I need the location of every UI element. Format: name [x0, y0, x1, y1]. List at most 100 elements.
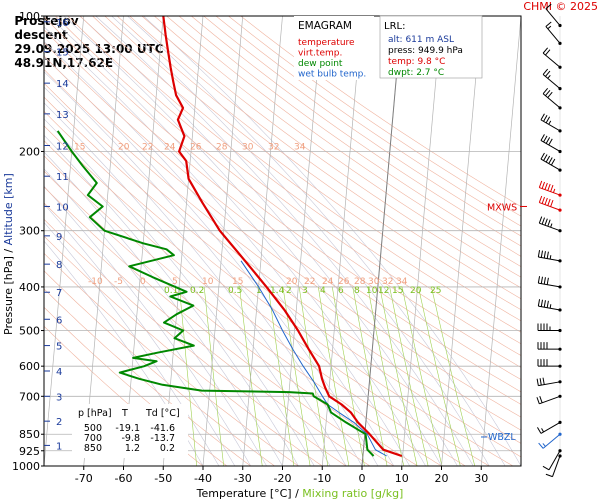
table-header: T [121, 408, 128, 419]
wind-barb-flag [548, 157, 553, 164]
wind-barb-halfflag [541, 428, 544, 433]
mixing-ratio-label: 0.5 [228, 286, 242, 296]
wind-barb-flag [546, 277, 549, 285]
wind-barb-flag [540, 134, 545, 141]
temperature-tick-label: 0 [359, 472, 366, 485]
wind-barb-flag [543, 115, 548, 122]
wind-barb-flag [541, 181, 546, 189]
wind-barb-dot [558, 149, 562, 154]
wind-barb-dot [558, 41, 562, 45]
pressure-tick-label: 700 [19, 390, 40, 403]
temperature-tick-label: -30 [234, 472, 252, 485]
lrl-altitude: alt: 611 m ASL [388, 35, 454, 45]
dry-adiabat [44, 42, 521, 405]
legend-title: EMAGRAM [298, 20, 352, 32]
lrl-dewpoint: dwpt: 2.7 °C [388, 68, 444, 78]
dry-adiabat [141, 16, 521, 289]
series-temperature [162, 16, 403, 458]
wind-barb [538, 195, 562, 212]
wind-barb-flag [536, 397, 540, 404]
temperature-axis-title: Temperature [°C] [196, 487, 292, 500]
wind-barb-dot [558, 364, 562, 368]
wind-barb-flag [543, 300, 546, 308]
wind-barb-flag [545, 473, 553, 478]
mixing-ratio-line [418, 286, 461, 466]
axis-title-separator: / [2, 245, 15, 256]
altitude-tick-label: 14 [56, 79, 69, 90]
altitude-tick-label: 16 [56, 18, 69, 29]
temperature-tick-label: -10 [313, 472, 331, 485]
adiabat-label: -5 [114, 277, 123, 287]
wind-barb-dot [558, 394, 562, 398]
dry-adiabat [44, 96, 521, 458]
wind-barb-dot [558, 380, 562, 384]
isotherm [202, 16, 244, 466]
wind-barb [536, 377, 562, 387]
altitude-tick-label: 5 [56, 342, 62, 353]
altitude-tick-label: 2 [56, 417, 62, 428]
dry-adiabat [44, 55, 521, 418]
adiabat-label: -10 [88, 277, 103, 287]
adiabat-label: 26 [338, 277, 350, 287]
lrl-temperature: temp: 9.8 °C [388, 57, 445, 67]
pressure-tick-label: 925 [19, 445, 40, 458]
wind-barb-flag [544, 197, 548, 205]
wind-barb-flag [545, 137, 551, 144]
adiabat-label: 5 [172, 277, 178, 287]
wind-barb-flag [539, 396, 543, 403]
wind-barb-shaft [540, 158, 561, 171]
mixing-ratio-label: 2 [286, 286, 292, 296]
mixing-ratio-label: 3 [302, 286, 308, 296]
wind-barb-halfflag [549, 255, 552, 260]
wind-barb-flag [550, 199, 554, 207]
adiabat-label: 15 [232, 277, 243, 287]
dry-adiabat [44, 16, 521, 380]
dry-adiabat [203, 16, 521, 237]
adiabat-label: 15 [74, 142, 85, 152]
pressure-tick-label: 600 [19, 360, 40, 373]
wind-barb-dot [558, 420, 562, 424]
wind-barb-shaft [539, 202, 561, 211]
isotherm [282, 16, 323, 466]
wind-barb-dot [558, 65, 562, 69]
dry-adiabat [129, 16, 521, 300]
moist-adiabat [111, 16, 490, 466]
table-cell-dewpoint: -41.6 [150, 423, 175, 434]
wind-barb-flag [540, 113, 545, 121]
table-header: p [hPa] [78, 408, 112, 419]
isotherm [162, 16, 204, 466]
adiabat-label: 22 [304, 277, 315, 287]
wind-barb-halfflag [552, 188, 556, 193]
legend-item: virt.temp. [298, 49, 342, 59]
wind-barb-flag [540, 299, 543, 307]
altitude-axis-title: Altitude [km] [2, 173, 15, 245]
wind-barb-flag [538, 180, 543, 188]
adiabat-label: 24 [164, 142, 176, 152]
wind-barb-flag [537, 276, 541, 284]
wind-barb-flag [543, 135, 548, 143]
altitude-tick-label: 10 [56, 202, 69, 213]
wind-barb-flag [542, 377, 545, 385]
moist-adiabat [63, 16, 442, 466]
dry-adiabat [154, 16, 521, 278]
wind-barb-dot [558, 285, 562, 289]
zero-isotherm [361, 16, 403, 466]
dry-adiabat [44, 82, 521, 444]
wind-barb-dot [558, 328, 562, 333]
adiabat-label: 28 [354, 277, 366, 287]
wind-barb [542, 47, 562, 69]
altitude-tick-label: 9 [56, 232, 62, 243]
wind-barb-flag [539, 378, 542, 386]
wind-barbs [536, 3, 562, 478]
moist-adiabat [44, 151, 283, 466]
wind-barb-shaft [542, 52, 561, 68]
wind-barb-shaft [540, 140, 561, 152]
wind-barb-halfflag [550, 223, 553, 228]
pressure-tick-label: 200 [19, 145, 40, 158]
wind-barb-flag [545, 70, 551, 77]
wind-barb-dot [558, 454, 562, 458]
wind-barb-flag [542, 88, 549, 95]
wind-barb-flag [545, 49, 551, 56]
wind-barb-flag [541, 217, 546, 225]
